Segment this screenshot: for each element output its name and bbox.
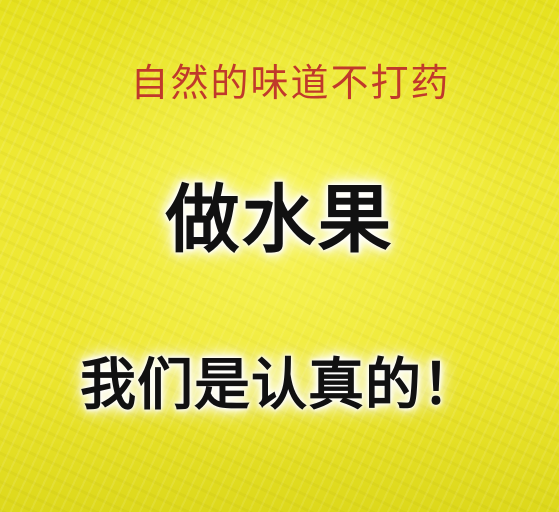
tagline-text: 自然的味道不打药: [130, 61, 451, 105]
headline-text: 做水果: [165, 177, 394, 263]
slogan-text: 我们是认真的！: [80, 353, 479, 418]
